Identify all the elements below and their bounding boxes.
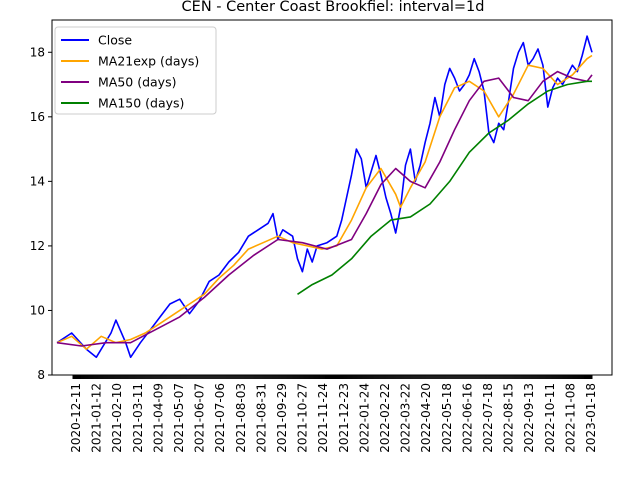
x-tick-label: 2022-02-22 [378, 383, 392, 453]
x-tick-label: 2021-06-07 [193, 383, 207, 453]
x-tick-label: 2021-03-11 [131, 383, 145, 453]
x-tick-label: 2021-08-03 [234, 383, 248, 453]
x-axis: 2020-12-11 2021-01-12 2021-02-10 2021-03-11… [69, 375, 598, 453]
y-axis: 8 10 12 14 16 18 [30, 45, 52, 382]
x-tick-label: 2022-04-20 [419, 383, 433, 453]
x-tick-label: 2021-10-27 [296, 383, 310, 453]
x-tick-label: 2021-12-23 [337, 383, 351, 453]
y-tick-label: 10 [30, 303, 45, 317]
x-tick-label: 2022-08-15 [502, 383, 516, 453]
x-tick-label: 2021-09-29 [275, 383, 289, 453]
x-tick-label: 2021-07-06 [213, 383, 227, 453]
x-tick-label: 2022-11-08 [563, 383, 577, 453]
series-line-3 [297, 80, 592, 295]
series-layer [56, 35, 593, 359]
x-tick-label: 2022-05-18 [440, 383, 454, 453]
y-tick-label: 16 [30, 110, 45, 124]
x-tick-label: 2021-04-09 [151, 383, 165, 453]
x-tick-label: 2023-01-18 [584, 383, 598, 453]
x-tick-label: 2021-02-10 [110, 383, 124, 453]
x-tick-label: 2022-07-18 [481, 383, 495, 453]
legend-box [54, 26, 217, 115]
legend: Close MA21exp (days) MA50 (days) MA150 (day… [54, 26, 217, 115]
legend-label: MA150 (days) [98, 96, 184, 111]
x-tick-label: 2022-01-24 [357, 383, 371, 453]
x-tick-label: 2021-01-12 [90, 383, 104, 453]
plot-border [51, 19, 613, 376]
x-tick-label: 2021-11-24 [316, 383, 330, 453]
y-tick-label: 18 [30, 45, 45, 59]
x-tick-label: 2020-12-11 [69, 383, 83, 453]
legend-label: MA21exp (days) [98, 54, 199, 69]
series-line-2 [56, 70, 593, 347]
x-tick-label: 2022-06-16 [460, 383, 474, 453]
x-tick-label: 2022-09-13 [522, 383, 536, 453]
x-tick-label: 2021-05-07 [172, 383, 186, 453]
x-tick-label: 2022-10-11 [543, 383, 557, 453]
chart-title: CEN - Center Coast Brookfiel: interval=1… [182, 0, 485, 15]
y-tick-label: 12 [30, 239, 45, 253]
x-tick-label: 2022-03-22 [399, 383, 413, 453]
y-tick-label: 8 [37, 368, 45, 382]
y-tick-label: 14 [30, 174, 45, 188]
legend-label: MA50 (days) [98, 75, 176, 90]
x-tick-label: 2021-08-31 [254, 383, 268, 453]
legend-label: Close [98, 33, 132, 48]
